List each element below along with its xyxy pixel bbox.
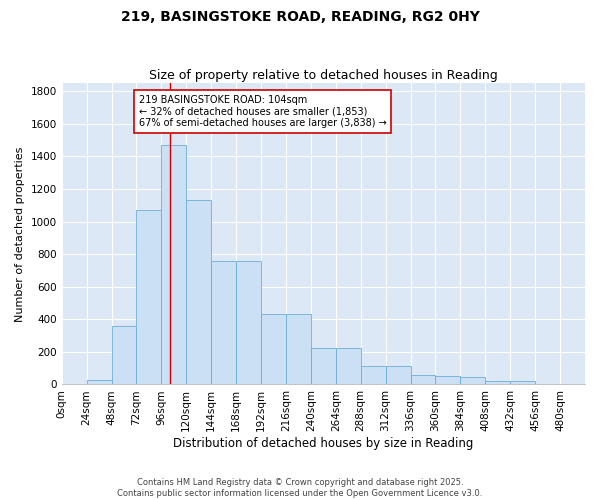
X-axis label: Distribution of detached houses by size in Reading: Distribution of detached houses by size …: [173, 437, 473, 450]
Bar: [336, 348, 361, 385]
Bar: [436, 376, 460, 384]
Bar: [485, 381, 510, 384]
Bar: [236, 260, 261, 384]
Bar: [161, 145, 186, 384]
Bar: [86, 380, 112, 384]
Text: 219, BASINGSTOKE ROAD, READING, RG2 0HY: 219, BASINGSTOKE ROAD, READING, RG2 0HY: [121, 10, 479, 24]
Bar: [136, 210, 161, 384]
Bar: [186, 200, 211, 384]
Text: 219 BASINGSTOKE ROAD: 104sqm
← 32% of detached houses are smaller (1,853)
67% of: 219 BASINGSTOKE ROAD: 104sqm ← 32% of de…: [139, 94, 386, 128]
Bar: [510, 381, 535, 384]
Bar: [410, 374, 436, 384]
Y-axis label: Number of detached properties: Number of detached properties: [15, 146, 25, 322]
Title: Size of property relative to detached houses in Reading: Size of property relative to detached ho…: [149, 69, 498, 82]
Bar: [361, 366, 386, 384]
Bar: [211, 260, 236, 384]
Text: Contains HM Land Registry data © Crown copyright and database right 2025.
Contai: Contains HM Land Registry data © Crown c…: [118, 478, 482, 498]
Bar: [286, 314, 311, 384]
Bar: [386, 366, 410, 384]
Bar: [460, 377, 485, 384]
Bar: [311, 348, 336, 385]
Bar: [112, 326, 136, 384]
Bar: [261, 314, 286, 384]
